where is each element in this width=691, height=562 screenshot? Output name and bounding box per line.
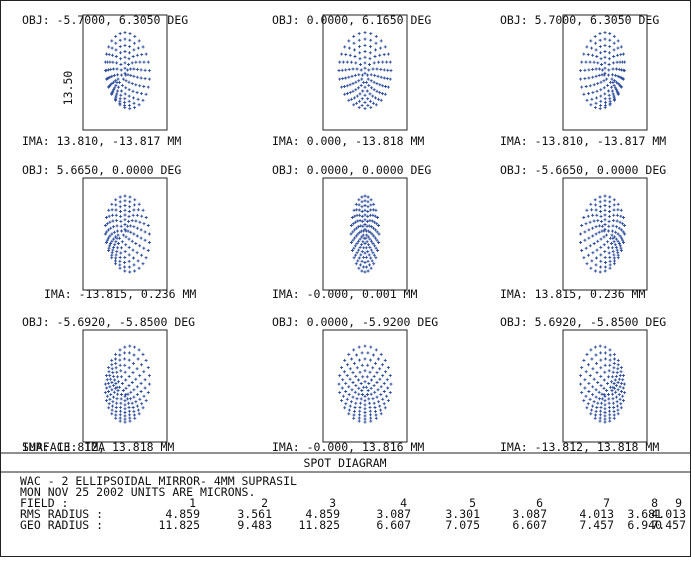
row-value: 7.075: [445, 518, 480, 532]
row-value: 7.457: [651, 518, 686, 532]
spot-points: [337, 344, 393, 424]
row-value: 8: [651, 496, 658, 510]
spot-points: [579, 344, 627, 424]
ima-label: IMA: -13.810, -13.817 MM: [500, 134, 666, 148]
spot-box: [322, 329, 408, 443]
obj-label: OBJ: 0.0000, -5.9200 DEG: [272, 315, 438, 329]
row-label: GEO RADIUS :: [20, 518, 103, 532]
row-value: 3.681: [627, 507, 662, 521]
spot-points: [579, 31, 627, 111]
row-value: 7.457: [579, 518, 614, 532]
spot-box: [562, 14, 648, 131]
row-value: 6.607: [512, 518, 547, 532]
spot-box: [562, 329, 648, 443]
obj-label: OBJ: -5.7000, 6.3050 DEG: [22, 13, 188, 27]
row-value: 3.561: [237, 507, 272, 521]
spot-box: [82, 14, 168, 131]
spot-box: [82, 329, 168, 443]
row-value: 4.859: [165, 507, 200, 521]
row-value: 7: [603, 496, 610, 510]
info-line: WAC - 2 ELLIPSOIDAL MIRROR- 4MM SUPRASIL: [20, 474, 297, 488]
row-label: RMS RADIUS :: [20, 507, 103, 521]
ima-label: IMA: -0.000, 13.816 MM: [272, 440, 424, 454]
spot-points: [103, 31, 151, 111]
ima-label: IMA: 13.815, 0.236 MM: [500, 287, 645, 301]
row-value: 9.483: [237, 518, 272, 532]
spot-points: [103, 194, 151, 274]
row-label: FIELD :: [20, 496, 68, 510]
spot-points: [337, 31, 393, 111]
row-value: 4.013: [579, 507, 614, 521]
ima-label: IMA: 0.000, -13.818 MM: [272, 134, 424, 148]
row-value: 3.087: [512, 507, 547, 521]
row-value: 6.940: [627, 518, 662, 532]
row-value: 11.825: [158, 518, 200, 532]
ima-label: IMA: 13.812, 13.818 MM: [22, 440, 174, 454]
scale-label: 13.50: [61, 71, 75, 106]
row-value: 6: [536, 496, 543, 510]
title: SPOT DIAGRAM: [303, 456, 386, 470]
obj-label: OBJ: 0.0000, 6.1650 DEG: [272, 13, 431, 27]
row-value: 3.087: [376, 507, 411, 521]
obj-label: OBJ: -5.6650, 0.0000 DEG: [500, 163, 666, 177]
row-value: 9: [675, 496, 682, 510]
info-line: MON NOV 25 2002 UNITS ARE MICRONS.: [20, 485, 255, 499]
row-value: 11.825: [298, 518, 340, 532]
spot-box: [322, 14, 408, 131]
row-value: 1: [189, 496, 196, 510]
row-value: 4.013: [651, 507, 686, 521]
ima-label: IMA: -13.812, 13.818 MM: [500, 440, 659, 454]
row-value: 2: [261, 496, 268, 510]
row-value: 4: [400, 496, 407, 510]
surface: SURFACE: IMA: [22, 440, 105, 454]
row-value: 3.301: [445, 507, 480, 521]
spot-box: [562, 177, 648, 291]
ima-label: IMA: 13.810, -13.817 MM: [22, 134, 181, 148]
spot-points: [103, 344, 151, 424]
spot-box: [322, 177, 408, 291]
ima-label: IMA: -13.815, 0.236 MM: [44, 287, 196, 301]
row-value: 3: [329, 496, 336, 510]
obj-label: OBJ: 5.6920, -5.8500 DEG: [500, 315, 666, 329]
spot-points: [349, 194, 381, 274]
obj-label: OBJ: 0.0000, 0.0000 DEG: [272, 163, 431, 177]
spot-box: [82, 177, 168, 291]
row-value: 4.859: [305, 507, 340, 521]
obj-label: OBJ: 5.7000, 6.3050 DEG: [500, 13, 659, 27]
row-value: 6.607: [376, 518, 411, 532]
obj-label: OBJ: 5.6650, 0.0000 DEG: [22, 163, 181, 177]
obj-label: OBJ: -5.6920, -5.8500 DEG: [22, 315, 195, 329]
ima-label: IMA: -0.000, 0.001 MM: [272, 287, 417, 301]
row-value: 5: [469, 496, 476, 510]
spot-points: [579, 194, 627, 274]
